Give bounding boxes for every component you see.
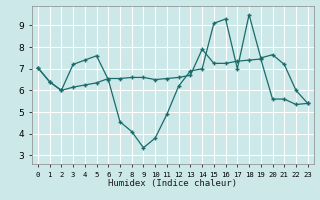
X-axis label: Humidex (Indice chaleur): Humidex (Indice chaleur) (108, 179, 237, 188)
